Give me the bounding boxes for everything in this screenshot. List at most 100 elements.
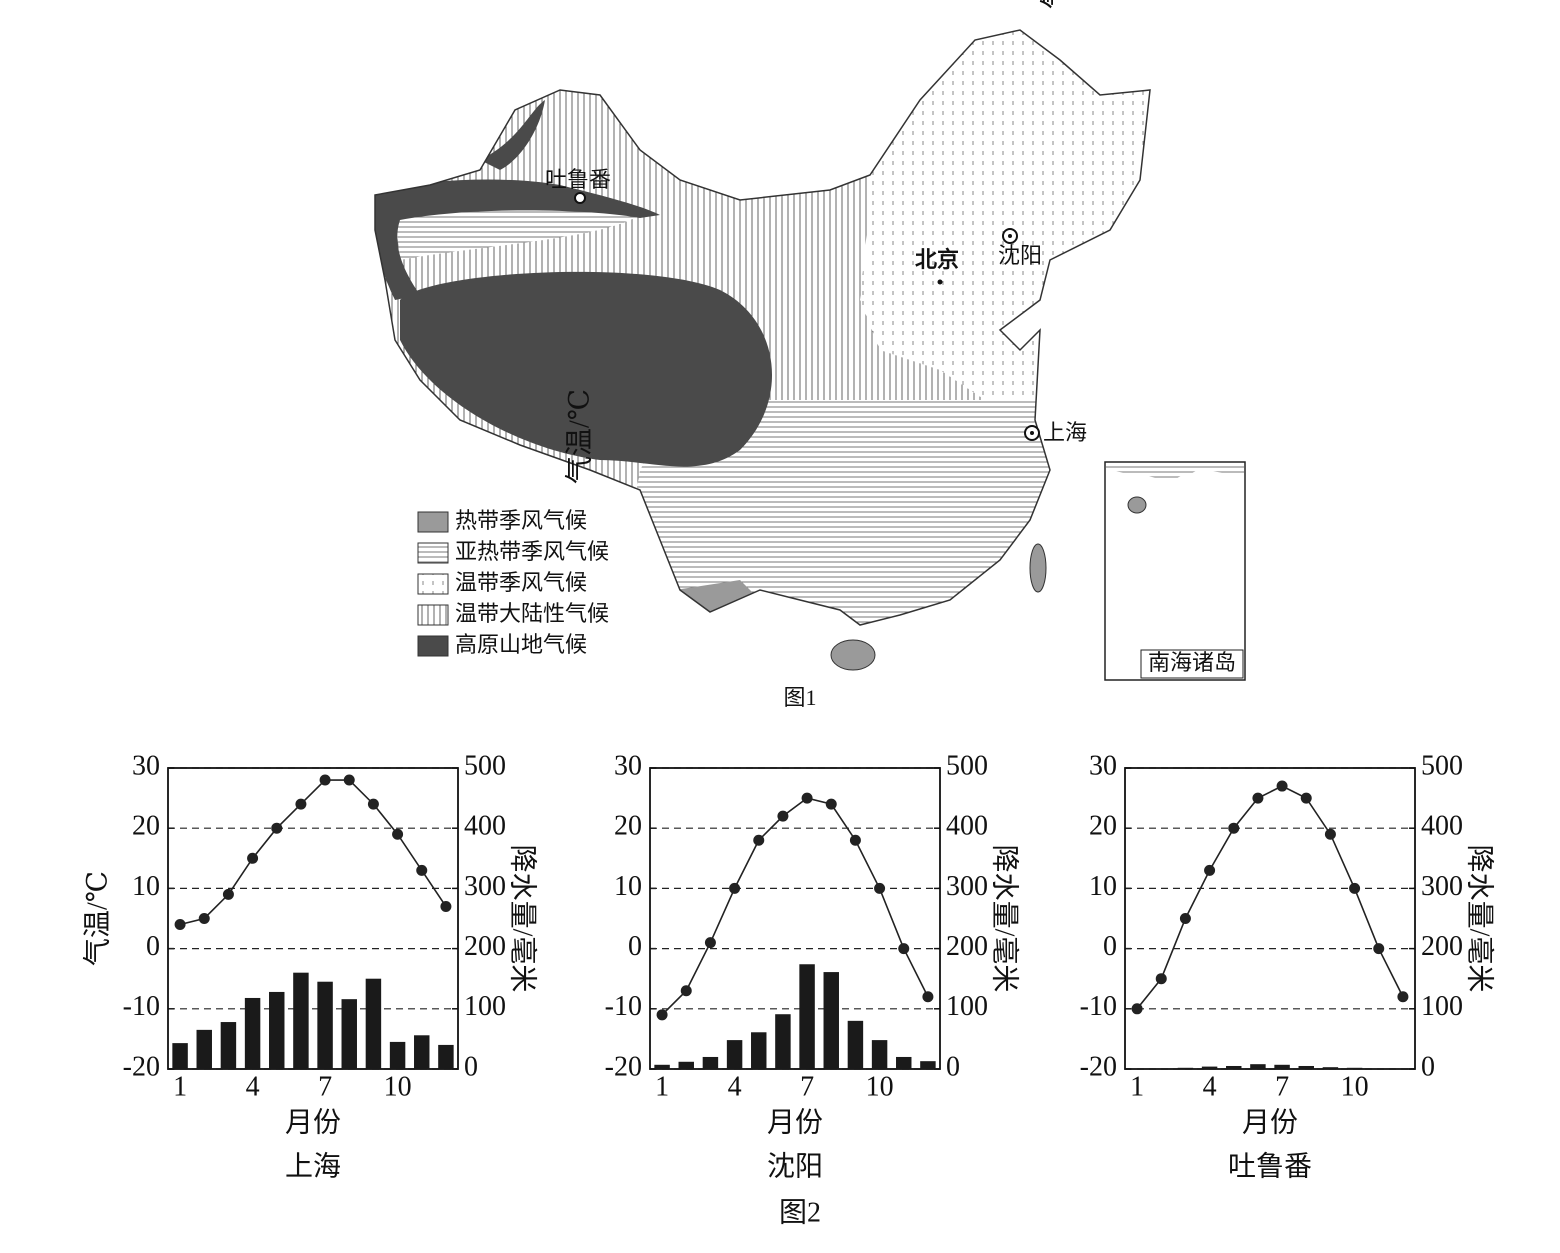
- x-tick-label: 1: [1130, 1071, 1144, 1102]
- y-tick-label: 0: [146, 931, 160, 962]
- y-tick-label: 30: [1089, 750, 1117, 781]
- point: [1131, 1003, 1143, 1015]
- plot-frame: [649, 767, 941, 1070]
- point: [295, 798, 307, 810]
- x-tick-label: 7: [800, 1071, 814, 1102]
- bar: [1226, 1065, 1242, 1069]
- point: [440, 900, 452, 912]
- bar: [751, 1032, 767, 1069]
- y2-tick-label: 500: [946, 750, 988, 781]
- y-tick-label: 20: [614, 811, 642, 842]
- y-tick-label: 30: [614, 750, 642, 781]
- x-tick-label: 1: [173, 1071, 187, 1102]
- y2-tick-label: 300: [946, 871, 988, 902]
- y-tick-label: -10: [123, 991, 160, 1022]
- y2-tick-label: 400: [1421, 811, 1463, 842]
- x-tick-label: 4: [1203, 1071, 1217, 1102]
- bar: [244, 997, 261, 1069]
- y2-tick-label: 200: [946, 931, 988, 962]
- bar: [896, 1056, 912, 1069]
- point: [704, 937, 716, 949]
- x-axis-label: 月份: [1242, 1106, 1298, 1138]
- y2-tick-label: 500: [1421, 750, 1463, 781]
- bar: [654, 1064, 670, 1069]
- point: [1324, 828, 1336, 840]
- bar: [414, 1035, 430, 1069]
- point: [801, 792, 813, 804]
- y2-tick-label: 500: [464, 750, 506, 781]
- y2-tick-label: 100: [1421, 991, 1463, 1022]
- place-label: 上海: [1043, 420, 1087, 445]
- point: [898, 943, 910, 955]
- map: 吐鲁番 北京 沈阳 上海 南海诸岛 热带季风气候 亚热带季风气候 温带季风气候 …: [374, 29, 1246, 710]
- caption: 图1: [783, 685, 816, 710]
- bar: [1371, 1068, 1387, 1069]
- y2-tick-label: 0: [464, 1051, 478, 1082]
- place-label: 沈阳: [998, 243, 1042, 268]
- bar: [871, 1040, 888, 1069]
- point: [271, 822, 283, 834]
- y-tick-label: -20: [1080, 1051, 1117, 1082]
- legend-label: 高原山地气候: [455, 632, 587, 657]
- point: [922, 991, 934, 1003]
- bar: [1298, 1065, 1314, 1069]
- point: [1373, 943, 1385, 955]
- y2-tick-label: 0: [1421, 1051, 1435, 1082]
- bar: [1177, 1067, 1194, 1069]
- point: [1300, 792, 1312, 804]
- y-tick-label: 10: [614, 871, 642, 902]
- point: [656, 1009, 668, 1021]
- point: [1276, 780, 1288, 792]
- x-axis-label: 月份: [285, 1106, 341, 1138]
- chart-title: 吐鲁番: [1228, 1150, 1312, 1182]
- point: [729, 882, 741, 894]
- bar: [1274, 1064, 1290, 1069]
- chart-title: 上海: [285, 1150, 341, 1182]
- bar: [726, 1040, 743, 1069]
- y-axis-label: 气温/℃: [563, 389, 595, 484]
- y2-tick-label: 100: [464, 991, 506, 1022]
- point: [392, 828, 404, 840]
- bar: [172, 1043, 188, 1069]
- bar: [365, 978, 382, 1069]
- y2-tick-label: 400: [464, 811, 506, 842]
- legend-label: 热带季风气候: [455, 508, 587, 533]
- bar: [799, 964, 815, 1069]
- point: [1204, 864, 1216, 876]
- point: [1179, 913, 1191, 924]
- bar: [317, 981, 333, 1069]
- y2-tick-label: 300: [464, 871, 506, 902]
- point: [416, 864, 428, 876]
- plot-frame: [167, 767, 459, 1070]
- bar: [220, 1022, 237, 1069]
- chart-title: 沈阳: [767, 1150, 823, 1182]
- x-tick-label: 10: [384, 1071, 412, 1102]
- bar: [269, 991, 285, 1069]
- place-label: 北京: [915, 247, 959, 272]
- bar: [823, 972, 839, 1069]
- y-tick-label: 0: [1103, 931, 1117, 962]
- bar: [1250, 1064, 1266, 1069]
- y2-tick-label: 300: [1421, 871, 1463, 902]
- y-tick-label: 10: [132, 871, 160, 902]
- point: [825, 798, 837, 810]
- bar: [678, 1061, 694, 1069]
- x-tick-label: 7: [318, 1071, 332, 1102]
- y2-axis-label: 降水量/毫米: [989, 845, 1021, 993]
- legend-label: 温带季风气候: [455, 570, 587, 595]
- y2-tick-label: 200: [1421, 931, 1463, 962]
- y-tick-label: 20: [1089, 811, 1117, 842]
- y-tick-label: 0: [628, 931, 642, 962]
- point: [1155, 973, 1167, 985]
- y2-axis-label: 降水量/毫米: [507, 845, 539, 993]
- point: [1349, 882, 1361, 894]
- bar: [1322, 1067, 1339, 1069]
- x-tick-label: 7: [1275, 1071, 1289, 1102]
- y2-axis-label: 降水量/毫米: [1464, 845, 1496, 993]
- x-axis-label: 月份: [767, 1106, 823, 1138]
- y2-tick-label: 200: [464, 931, 506, 962]
- point: [1252, 792, 1264, 804]
- legend: 热带季风气候 亚热带季风气候 温带季风气候 温带大陆性气候 高原山地气候: [417, 508, 609, 657]
